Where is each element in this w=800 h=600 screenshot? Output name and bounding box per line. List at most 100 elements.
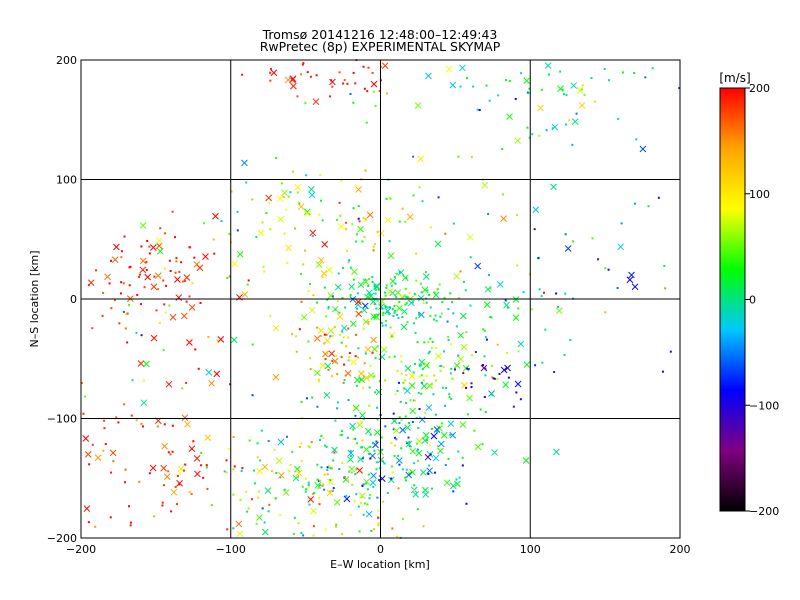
data-point-dot [621,71,624,74]
data-point-dot [367,322,370,325]
data-point-dot [380,65,383,68]
data-point-dot [380,458,383,461]
data-point-cross [466,233,474,241]
data-point-dot [429,337,432,340]
data-point-dot [128,266,131,269]
data-point-cross [557,85,564,93]
data-point-dot [352,428,355,431]
data-point-dot [678,87,681,90]
data-point-cross [373,429,381,436]
data-point-cross [349,320,357,328]
data-point-dot [607,79,610,82]
data-point-dot [163,232,166,235]
data-point-cross [348,465,356,473]
data-point-cross [460,343,468,351]
data-point-dot [434,413,437,416]
data-point-dot [559,70,562,73]
data-point-dot [91,327,94,330]
data-point-dot [389,197,392,200]
data-point-dot [422,379,425,382]
data-point-dot [569,339,572,342]
data-point-dot [225,459,228,462]
data-point-cross [474,443,482,451]
data-point-dot [571,143,574,146]
data-point-dot [110,307,113,310]
data-point-dot [228,233,231,236]
data-point-dot [135,419,138,422]
data-point-dot [433,291,436,294]
data-point-cross [362,446,370,453]
data-point-dot [163,303,166,306]
data-point-dot [129,521,132,524]
data-point-dot [120,250,123,253]
data-point-dot [377,516,380,519]
data-point-dot [527,92,530,95]
data-point-dot [355,493,358,496]
data-point-dot [270,67,273,70]
data-point-dot [362,513,365,516]
data-point-dot [267,439,270,442]
data-point-dot [312,294,315,297]
data-point-dot [351,483,354,486]
data-point-dot [447,335,450,338]
data-point-dot [269,314,272,317]
data-point-cross [212,212,219,220]
data-point-cross [405,471,413,479]
data-point-dot [476,108,479,111]
data-point-dot [304,102,307,105]
data-point-dot [385,284,388,287]
data-point-dot [340,430,343,433]
data-point-dot [184,463,187,466]
data-point-dot [438,283,441,286]
data-point-dot [400,360,403,363]
data-point-dot [408,422,411,425]
data-point-dot [470,156,473,159]
data-point-dot [366,503,369,506]
data-point-dot [330,467,333,470]
data-point-dot [555,292,558,295]
data-point-dot [170,510,173,513]
data-point-dot [407,436,410,439]
data-point-cross [175,294,183,301]
data-point-cross [331,357,339,365]
data-point-dot [344,306,347,309]
data-point-dot [356,292,359,295]
data-point-dot [597,258,600,261]
data-point-dot [118,322,121,325]
data-point-dot [359,502,362,505]
data-point-dot [355,240,358,243]
data-point-dot [428,293,431,296]
data-point-dot [316,326,319,329]
data-point-dot [415,317,418,320]
data-point-dot [392,412,395,415]
data-point-cross [417,294,425,302]
data-point-dot [564,292,567,295]
data-point-dot [352,438,355,441]
data-point-dot [526,126,529,129]
data-point-cross [405,440,413,448]
data-point-dot [102,291,105,294]
data-point-cross [408,382,416,389]
data-point-dot [236,229,239,232]
data-point-dot [181,387,184,390]
data-point-dot [428,350,431,353]
data-point-cross [347,449,355,457]
data-point-dot [390,335,393,338]
data-point-dot [435,319,438,322]
data-point-dot [127,505,130,508]
data-point-dot [380,436,383,439]
data-point-cross [571,118,579,125]
data-point-dot [386,491,389,494]
data-point-dot [406,296,409,299]
data-point-cross [257,229,265,237]
data-point-dot [329,335,332,338]
data-point-cross [496,280,504,288]
data-point-dot [140,303,143,306]
data-point-dot [320,434,323,437]
data-point-dot [178,483,181,486]
scatter-points [80,59,681,539]
data-point-dot [171,424,174,427]
x-tick-label: 100 [520,543,541,556]
data-point-dot [301,485,304,488]
data-point-cross [425,404,433,411]
